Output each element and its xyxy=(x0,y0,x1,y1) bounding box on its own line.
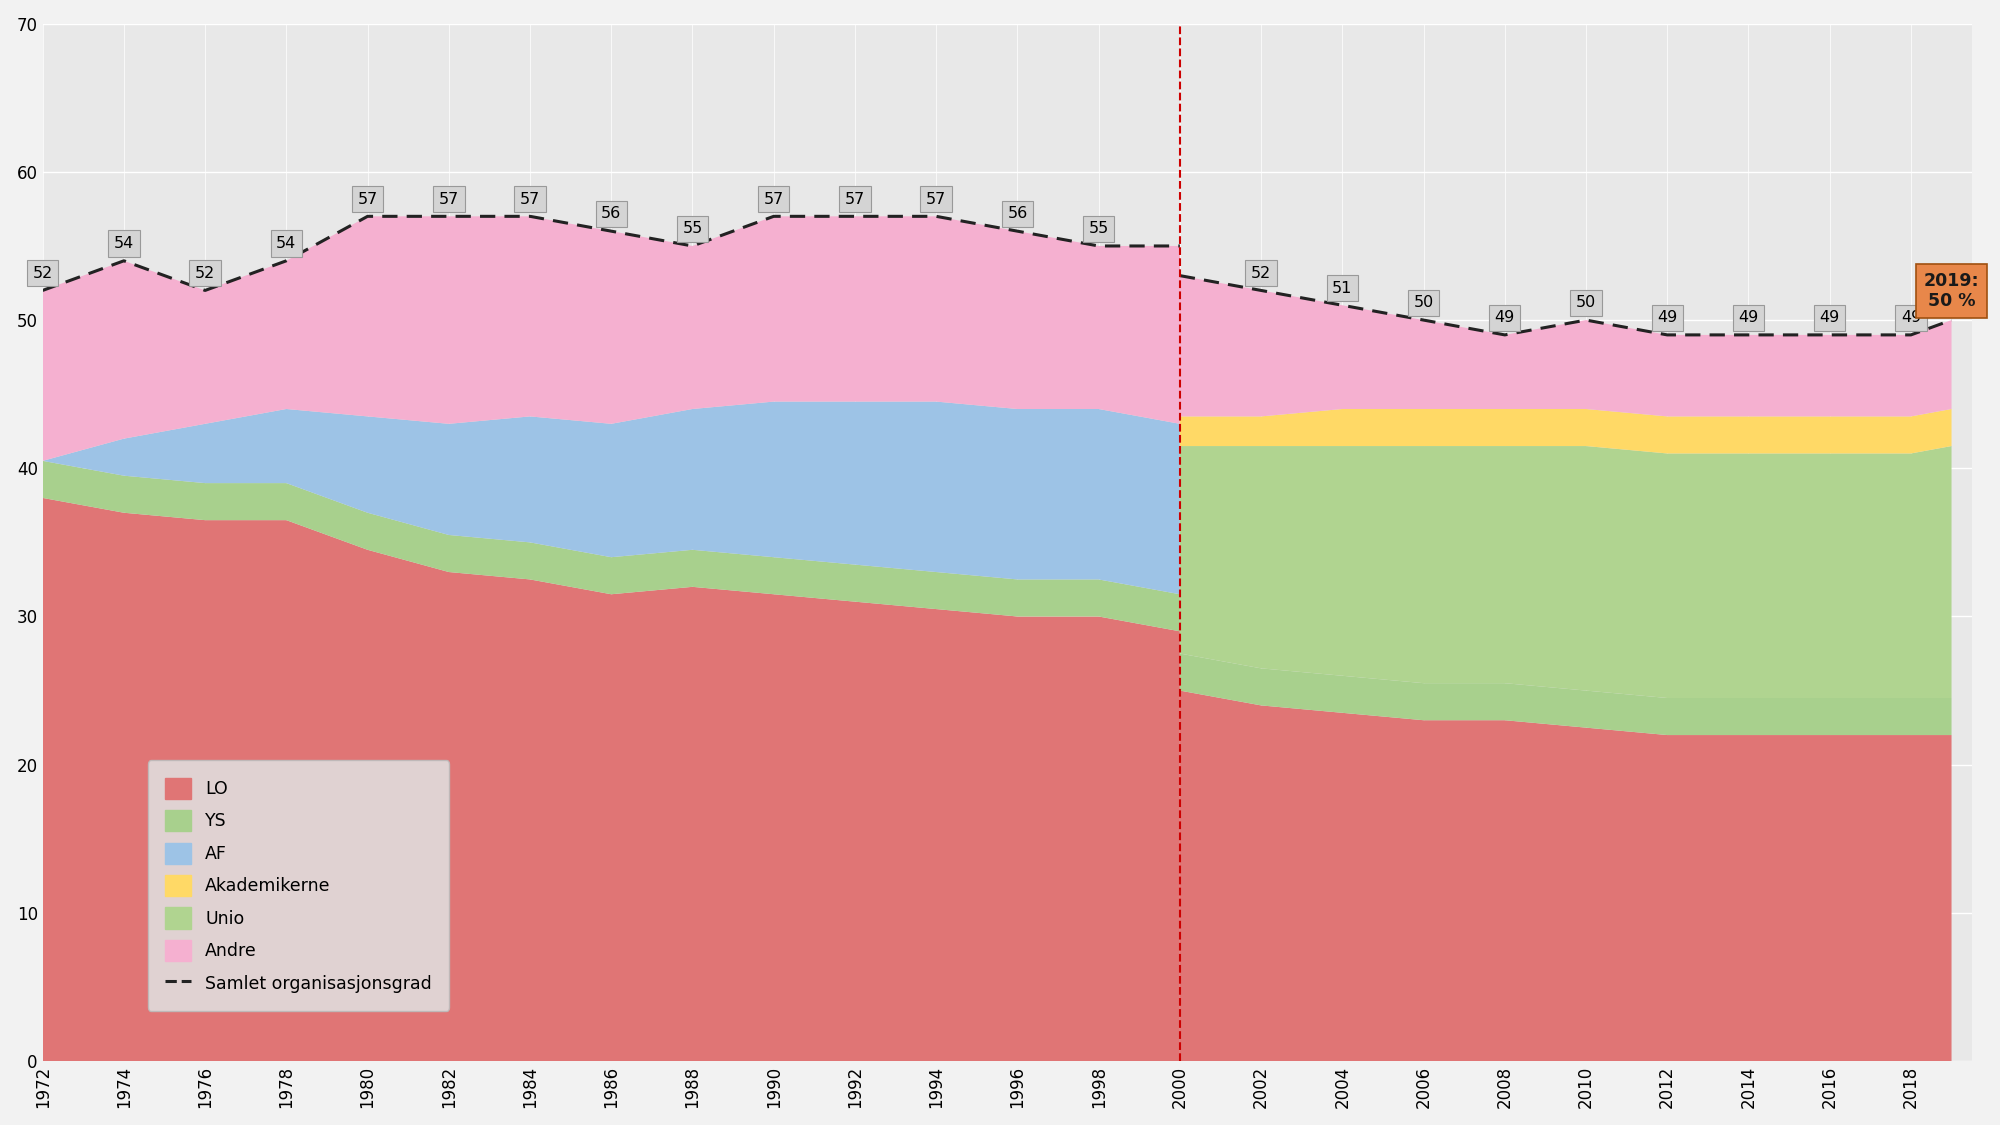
Text: 57: 57 xyxy=(358,191,378,207)
Text: 56: 56 xyxy=(1008,206,1028,222)
Text: 49: 49 xyxy=(1494,310,1514,325)
Text: 49: 49 xyxy=(1820,310,1840,325)
Text: 57: 57 xyxy=(844,191,866,207)
Text: 54: 54 xyxy=(114,236,134,251)
Text: 54: 54 xyxy=(276,236,296,251)
Text: 57: 57 xyxy=(926,191,946,207)
Text: 52: 52 xyxy=(32,266,52,281)
Text: 2019:
50 %: 2019: 50 % xyxy=(1924,271,1980,311)
Text: 50: 50 xyxy=(1576,296,1596,310)
Text: 57: 57 xyxy=(520,191,540,207)
Text: 55: 55 xyxy=(682,222,702,236)
Text: 49: 49 xyxy=(1658,310,1678,325)
Text: 49: 49 xyxy=(1738,310,1758,325)
Text: 57: 57 xyxy=(764,191,784,207)
Text: 57: 57 xyxy=(438,191,458,207)
Text: 49: 49 xyxy=(1900,310,1922,325)
Text: 51: 51 xyxy=(1332,280,1352,296)
Legend: LO, YS, AF, Akademikerne, Unio, Andre, Samlet organisasjonsgrad: LO, YS, AF, Akademikerne, Unio, Andre, S… xyxy=(148,760,450,1011)
Text: 52: 52 xyxy=(194,266,216,281)
Text: 50: 50 xyxy=(1414,296,1434,310)
Text: 52: 52 xyxy=(1250,266,1272,281)
Text: 56: 56 xyxy=(602,206,622,222)
Text: 55: 55 xyxy=(1088,222,1108,236)
